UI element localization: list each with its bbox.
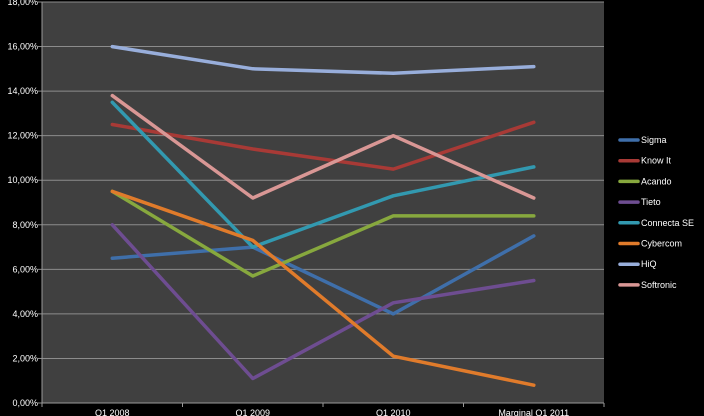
- y-tick-label: 12,00%: [7, 131, 38, 141]
- series-line-softronic: [110, 93, 536, 200]
- series-line-hiq: [110, 44, 536, 76]
- legend-label-know-it: Know It: [641, 156, 672, 166]
- y-tick-label: 10,00%: [7, 175, 38, 185]
- y-tick-label: 14,00%: [7, 86, 38, 96]
- y-tick-label: 0,00%: [12, 398, 38, 408]
- legend-label-cybercom: Cybercom: [641, 239, 682, 249]
- x-tick-label: Marginal Q1 2011: [498, 408, 569, 416]
- y-tick-label: 8,00%: [12, 220, 38, 230]
- series-line-cybercom: [110, 189, 536, 387]
- legend-label-hiq: HiQ: [641, 259, 657, 269]
- plot-area: 0,00% 2,00% 4,00% 6,00% 8,00% 10,00% 12,00% 14,…: [7, 0, 605, 416]
- plot-background: [42, 2, 604, 403]
- y-tick-label: 16,00%: [7, 42, 38, 52]
- series-line-sigma: [110, 234, 536, 316]
- legend-label-sigma: Sigma: [641, 135, 667, 145]
- legend: Sigma Know It Acando Tieto Connecta SE Cyberc…: [618, 135, 694, 290]
- x-tick-label: Q1 2008: [95, 408, 130, 416]
- y-tick-label: 4,00%: [12, 309, 38, 319]
- series-line-connecta-se: [110, 100, 536, 249]
- x-tick-label: Q1 2010: [376, 408, 411, 416]
- legend-label-softronic: Softronic: [641, 280, 677, 290]
- y-tick-label: 2,00%: [12, 353, 38, 363]
- series-line-know-it: [110, 120, 536, 171]
- series-line-acando: [110, 189, 536, 278]
- legend-label-tieto: Tieto: [641, 197, 661, 207]
- y-tick-label: 6,00%: [12, 264, 38, 274]
- y-tick-label: 18,00%: [7, 0, 38, 7]
- series-line-tieto: [110, 223, 536, 381]
- x-tick-label: Q1 2009: [235, 408, 270, 416]
- legend-label-acando: Acando: [641, 176, 672, 186]
- legend-label-connecta-se: Connecta SE: [641, 218, 694, 228]
